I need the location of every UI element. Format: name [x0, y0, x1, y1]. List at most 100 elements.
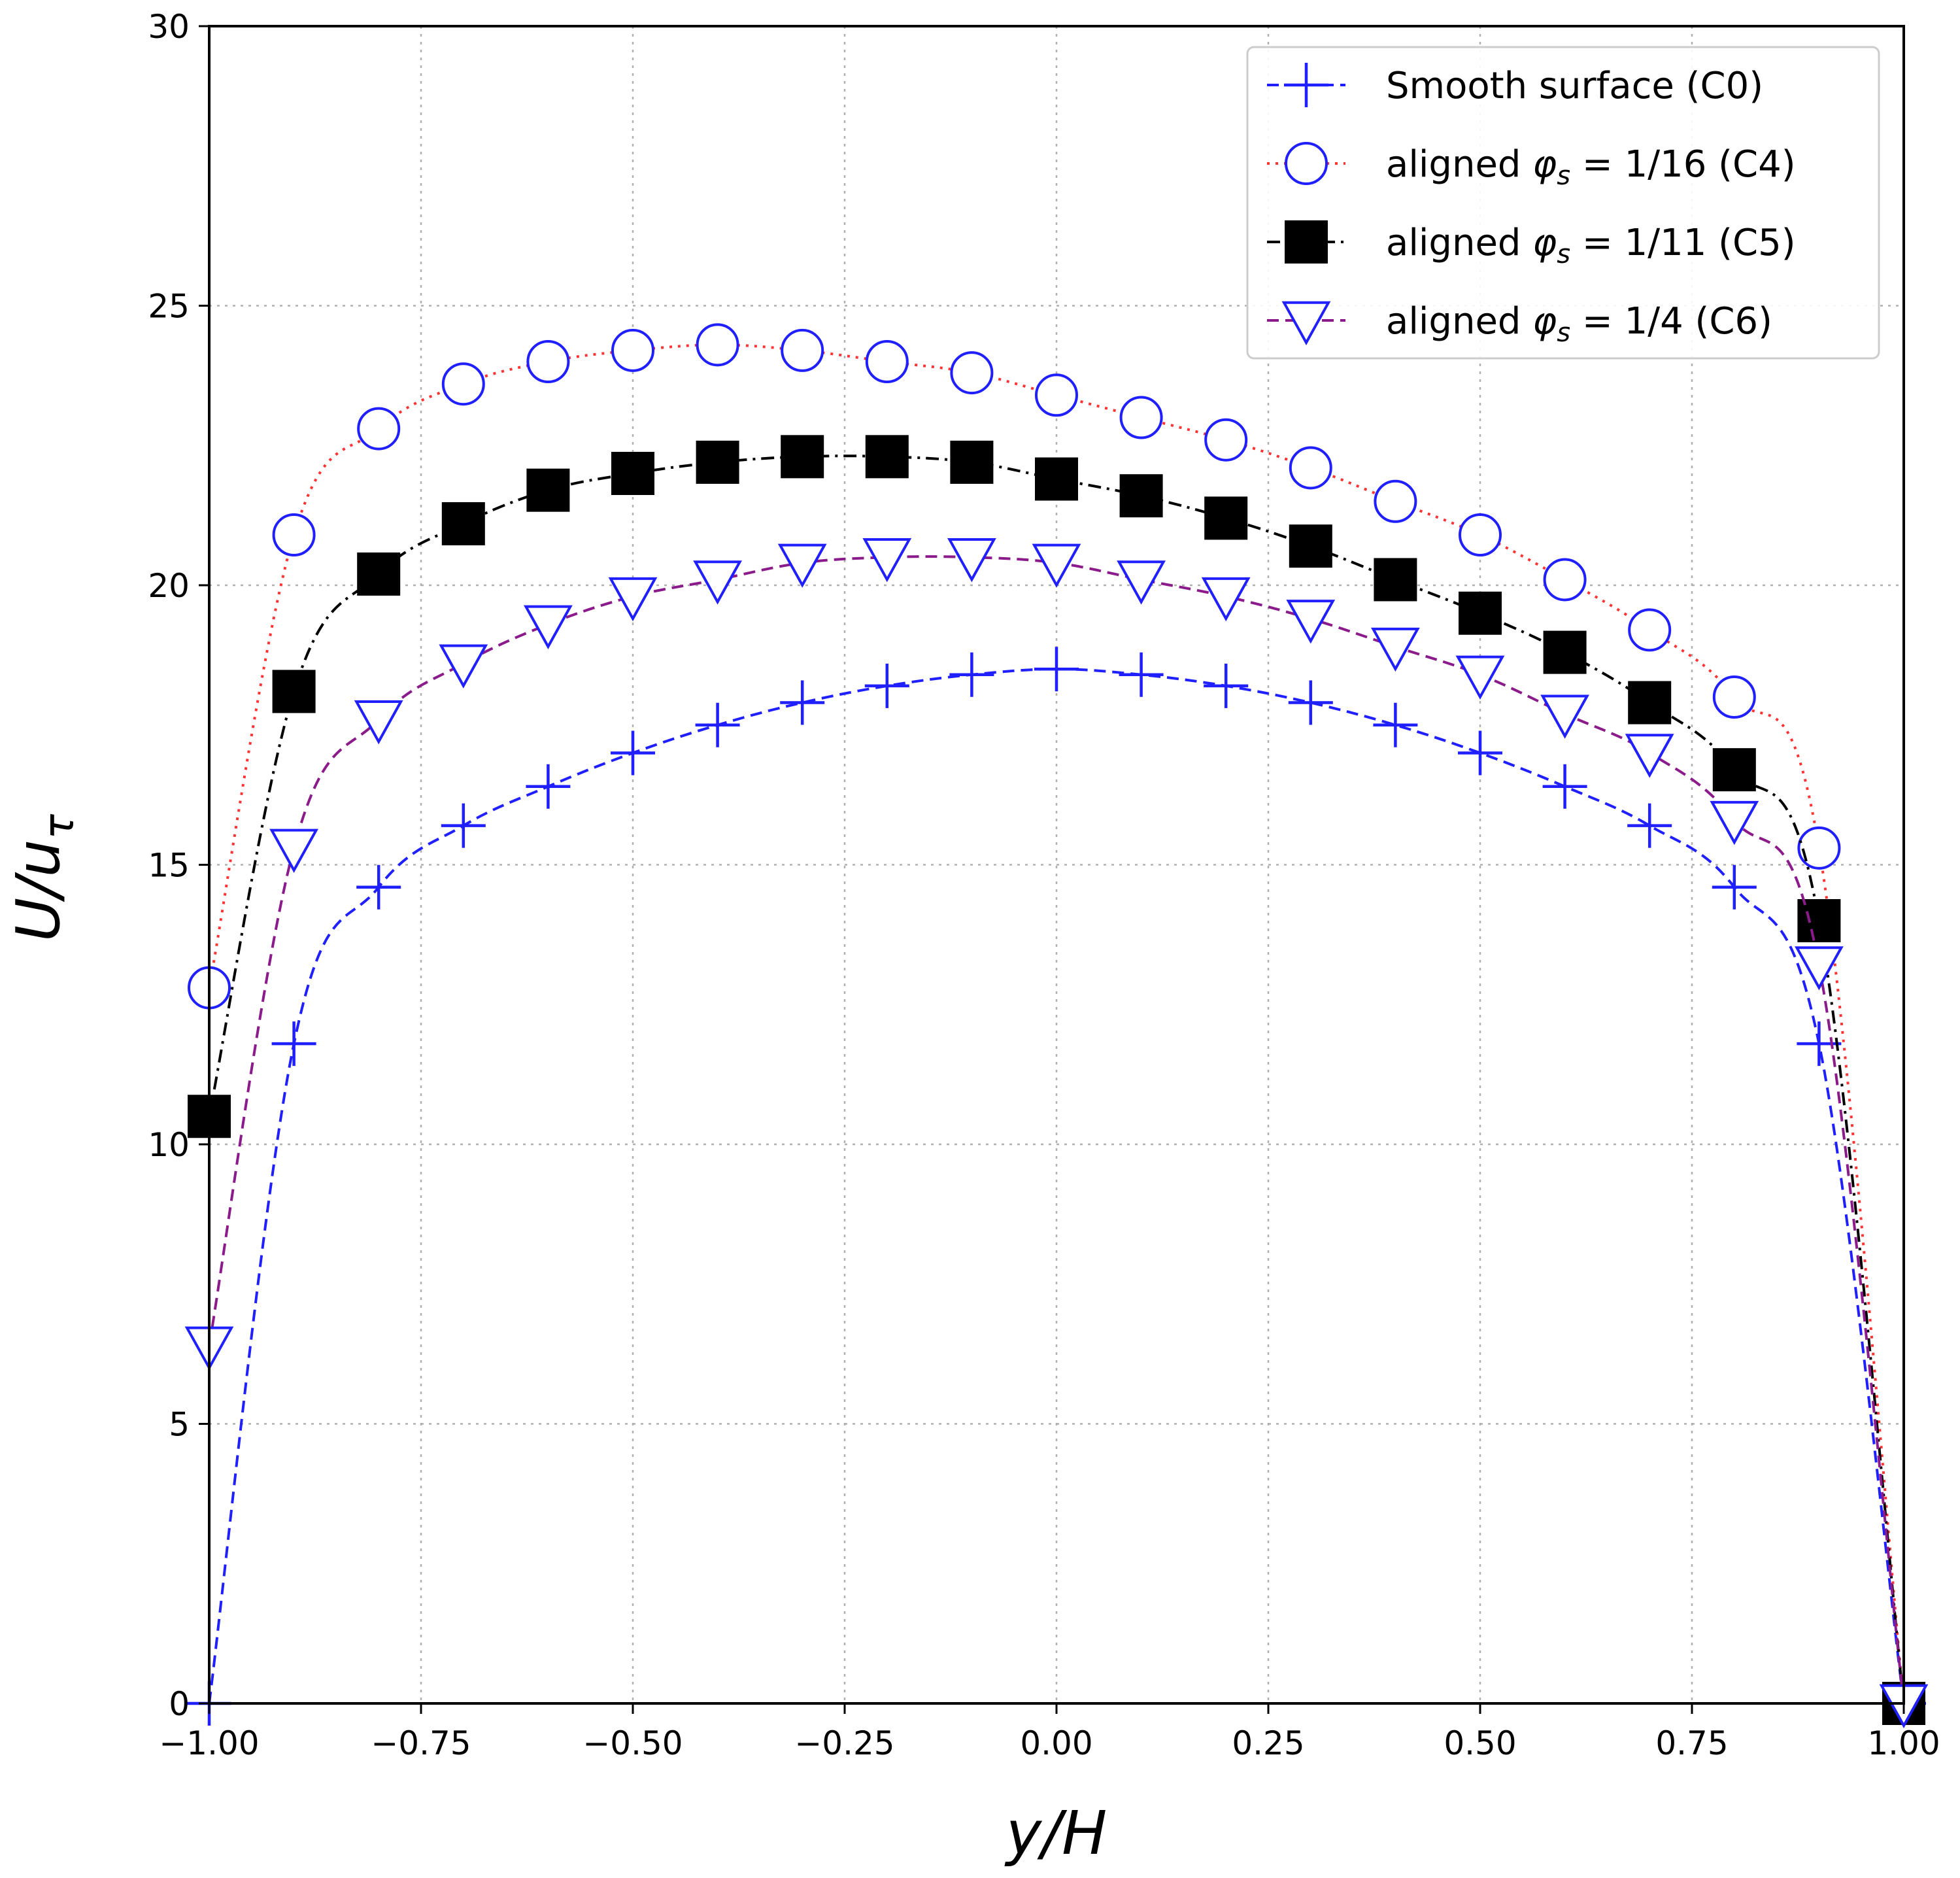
legend-label: Smooth surface (C0): [1386, 65, 1763, 107]
data-point: [862, 538, 912, 583]
data-point: [1628, 681, 1672, 725]
data-point: [1032, 543, 1081, 588]
data-point: [696, 440, 739, 484]
data-point: [1204, 496, 1248, 540]
data-point: [441, 803, 486, 848]
data-point: [1371, 627, 1420, 672]
data-point: [693, 560, 742, 605]
legend-marker: [1281, 301, 1331, 346]
x-tick-label: 1.00: [1867, 1724, 1940, 1762]
legend-entry: aligned φs = 1/11 (C5): [1267, 220, 1796, 269]
data-series: [184, 323, 1929, 1729]
legend-label-prefix: aligned: [1386, 300, 1532, 343]
y-tick-label: 15: [148, 847, 190, 885]
data-point: [777, 543, 827, 588]
data-point: [1286, 600, 1336, 644]
data-point: [526, 764, 571, 809]
data-point: [950, 351, 994, 395]
data-point: [781, 328, 824, 372]
data-point: [1204, 418, 1248, 462]
data-point: [1625, 734, 1674, 778]
data-point: [441, 502, 485, 545]
data-point: [1034, 647, 1079, 692]
y-axis-label-subscript: τ: [35, 813, 84, 839]
data-point: [1795, 946, 1844, 991]
legend-label: aligned φs = 1/16 (C4): [1386, 143, 1796, 191]
data-point: [524, 605, 573, 649]
legend-marker: [1285, 220, 1328, 264]
y-tick-label: 20: [148, 567, 190, 605]
legend-label: aligned φs = 1/4 (C6): [1386, 300, 1772, 348]
data-point: [1455, 655, 1505, 700]
legend-label-subscript: s: [1557, 161, 1570, 191]
data-point: [1459, 591, 1502, 635]
data-point: [441, 362, 485, 406]
data-point: [1540, 694, 1589, 739]
x-tick-label: −0.75: [371, 1724, 471, 1762]
data-point: [1459, 513, 1502, 557]
y-tick-label: 5: [169, 1406, 190, 1444]
data-point: [1797, 1021, 1842, 1067]
data-point: [1710, 800, 1759, 845]
legend-entry: Smooth surface (C0): [1267, 63, 1763, 107]
series-1: [187, 647, 1926, 1726]
data-point: [1374, 479, 1417, 523]
legend-label-symbol: φ: [1532, 300, 1557, 343]
legend: Smooth surface (C0)aligned φs = 1/16 (C4…: [1246, 46, 1880, 360]
data-point: [780, 680, 825, 725]
series-3: [188, 435, 1925, 1725]
series-2: [188, 323, 1925, 1725]
data-point: [1119, 474, 1163, 518]
data-point: [608, 577, 658, 622]
legend-entry: aligned φs = 1/16 (C4): [1267, 142, 1796, 191]
legend-marker: [1285, 142, 1328, 185]
data-point: [357, 552, 401, 596]
data-point: [356, 864, 401, 910]
y-tick-label: 25: [148, 288, 190, 326]
data-point: [947, 538, 996, 583]
x-tick-label: 0.25: [1232, 1724, 1304, 1762]
legend-label-subscript: s: [1557, 239, 1570, 269]
data-point: [269, 828, 318, 873]
data-point: [611, 328, 654, 372]
data-point: [1797, 899, 1841, 942]
y-axis-label-main: U/u: [3, 839, 73, 942]
data-point: [865, 435, 909, 479]
data-point: [1712, 864, 1757, 910]
data-point: [1797, 826, 1841, 870]
data-point: [272, 513, 316, 557]
data-point: [1542, 764, 1587, 809]
data-point: [1543, 630, 1587, 674]
data-point: [1628, 608, 1672, 652]
y-tick-label: 10: [148, 1126, 190, 1164]
data-point: [1288, 680, 1333, 725]
series-line: [208, 454, 1905, 1704]
x-axis-label: y/H: [1004, 1798, 1107, 1868]
data-point: [271, 1021, 316, 1067]
data-point: [696, 323, 739, 367]
data-point: [1458, 730, 1502, 776]
data-point: [949, 652, 994, 697]
data-point: [1627, 803, 1672, 848]
x-tick-label: 0.75: [1655, 1724, 1728, 1762]
data-point: [1712, 748, 1756, 792]
data-point: [950, 440, 994, 484]
data-point: [611, 452, 654, 495]
x-tick-label: 0.50: [1444, 1724, 1516, 1762]
series-line: [208, 555, 1905, 1704]
legend-label-suffix: = 1/16 (C4): [1570, 143, 1796, 186]
legend-label-prefix: aligned: [1386, 222, 1532, 264]
legend-marker: [1284, 63, 1328, 107]
data-point: [1289, 446, 1332, 490]
data-point: [1289, 524, 1332, 568]
data-point: [526, 468, 570, 512]
x-tick-label: −1.00: [159, 1724, 259, 1762]
data-point: [1119, 652, 1164, 697]
data-point: [781, 435, 824, 479]
data-point: [1204, 663, 1249, 708]
legend-label: aligned φs = 1/11 (C5): [1386, 222, 1796, 269]
data-point: [611, 730, 655, 776]
axis-ticks: −1.00 −0.75 −0.50 −0.25 0.00 0.25 0.50 0.75 1.00…: [148, 8, 1940, 1762]
y-axis-label: U/uτ: [3, 813, 84, 942]
